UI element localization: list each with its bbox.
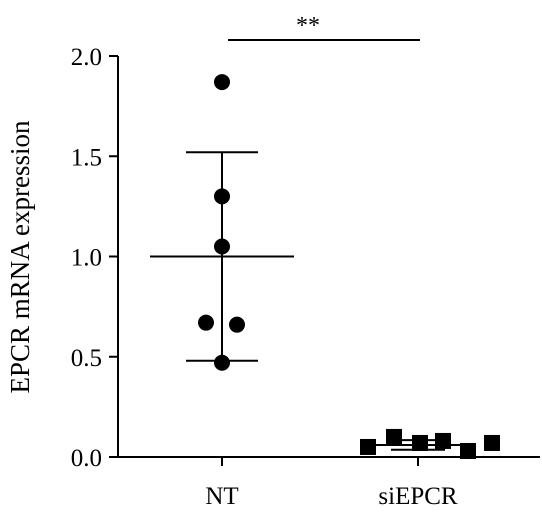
y-tick-label: 0.5: [71, 345, 102, 372]
y-axis-label: EPCR mRNA expression: [5, 120, 35, 394]
axes: 0.0 0.5 1.0 1.5 2.0 NT siEPCR: [71, 44, 540, 510]
data-point-NT: [214, 74, 230, 91]
significance-label: **: [296, 13, 320, 39]
data-marks: **: [150, 13, 500, 459]
data-point-siEPCR: [484, 434, 500, 451]
x-tick-label: siEPCR: [378, 483, 458, 510]
y-tick-label: 1.0: [71, 245, 102, 272]
data-point-NT: [214, 238, 230, 255]
data-point-NT: [214, 188, 230, 205]
data-point-NT: [198, 314, 214, 331]
data-point-siEPCR: [412, 434, 428, 451]
x-tick-label: NT: [205, 483, 238, 510]
data-point-siEPCR: [360, 438, 376, 455]
y-tick-label: 1.5: [71, 144, 102, 171]
data-point-NT: [229, 316, 245, 333]
y-tick-label: 2.0: [71, 44, 102, 71]
data-point-siEPCR: [386, 428, 402, 445]
data-point-siEPCR: [435, 432, 451, 449]
y-tick-label: 0.0: [71, 445, 102, 472]
data-point-siEPCR: [460, 442, 476, 459]
data-point-NT: [214, 354, 230, 371]
